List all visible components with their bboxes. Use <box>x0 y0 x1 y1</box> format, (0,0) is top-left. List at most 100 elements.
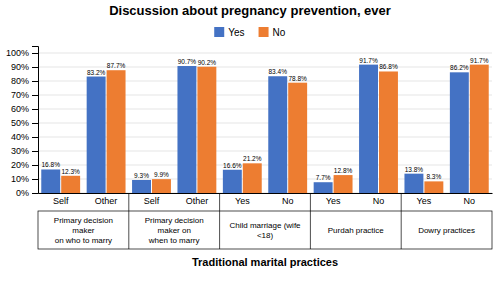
series <box>41 65 469 193</box>
tick: 50% <box>11 118 38 128</box>
tick: No <box>282 196 294 206</box>
bar <box>359 65 378 193</box>
tick-mark <box>32 165 38 166</box>
tick-label: Self <box>144 196 160 206</box>
data-label: 21.2% <box>243 155 262 162</box>
tick-label: 40% <box>11 132 29 142</box>
tick: 70% <box>11 90 38 100</box>
bar <box>450 72 469 193</box>
grid-line <box>38 137 492 138</box>
bar <box>87 77 106 193</box>
bar <box>152 179 171 193</box>
data-label: 87.7% <box>107 62 126 69</box>
group-label: Purdah practice <box>328 226 385 235</box>
data-labels: 16.8%83.2%9.3%90.7%16.6%83.4%7.7%91.7%13… <box>42 57 489 182</box>
data-label: 16.6% <box>223 162 242 169</box>
bar <box>379 71 398 193</box>
bars <box>41 65 488 193</box>
bar <box>424 181 443 193</box>
grid-line <box>38 165 492 166</box>
legend-swatch <box>214 27 224 37</box>
legend-item: No <box>259 27 286 38</box>
legend-swatch <box>259 27 269 37</box>
data-label: 86.8% <box>379 63 398 70</box>
tick-label: Other <box>186 196 209 206</box>
data-label: 9.9% <box>154 171 169 178</box>
group-box <box>38 211 492 249</box>
x-label: Traditional marital practices <box>192 256 338 268</box>
legend-label: No <box>273 27 286 38</box>
bar <box>61 176 80 193</box>
tick: 80% <box>11 76 38 86</box>
tick-label: 30% <box>11 146 29 156</box>
tick: 20% <box>11 160 38 170</box>
bar <box>223 170 242 193</box>
data-label: 86.2% <box>450 64 469 71</box>
bar <box>132 180 151 193</box>
grid-line <box>38 179 492 180</box>
data-label: 90.7% <box>178 58 197 65</box>
tick-label: No <box>464 196 476 206</box>
tick: 40% <box>11 132 38 142</box>
tick: No <box>373 196 385 206</box>
tick-mark <box>32 81 38 82</box>
grid <box>38 53 492 193</box>
data-label: 13.8% <box>405 166 424 173</box>
group-separator <box>310 193 311 249</box>
bar <box>314 182 333 193</box>
group-labels: Primary decisionmakeron who to marryPrim… <box>38 193 492 249</box>
data-label: 9.3% <box>134 172 149 179</box>
tick-label: 60% <box>11 104 29 114</box>
data-label: 91.7% <box>359 57 378 64</box>
tick-label: 90% <box>11 62 29 72</box>
tick-label: 10% <box>11 174 29 184</box>
bar <box>334 175 353 193</box>
data-label: 7.7% <box>316 174 331 181</box>
axis-line <box>39 193 493 194</box>
group-label: Dowry practices <box>418 226 475 235</box>
tick-label: Yes <box>326 196 341 206</box>
tick-mark <box>32 123 38 124</box>
chart: Discussion about pregnancy prevention, e… <box>0 0 500 283</box>
bar <box>268 76 287 193</box>
tick-label: 20% <box>11 160 29 170</box>
y-axis: 0% 10% 20% 30% 40% 50% 60% 70% 80% 90% 100% <box>6 47 39 199</box>
tick-label: Yes <box>235 196 250 206</box>
grid-line <box>38 151 492 152</box>
data-label: 16.8% <box>42 161 61 168</box>
bar <box>197 67 216 193</box>
tick: 60% <box>11 104 38 114</box>
data-label: 90.2% <box>198 59 217 66</box>
data-label: 91.7% <box>470 57 489 64</box>
grid-line <box>38 53 492 54</box>
tick: 10% <box>11 174 38 184</box>
group-label: Child marriage (wife<18) <box>229 221 301 240</box>
legend-item: Yes <box>214 27 244 38</box>
data-label: 83.2% <box>87 69 106 76</box>
legend-label: Yes <box>228 27 244 38</box>
tick-mark <box>32 151 38 152</box>
tick-label: No <box>373 196 385 206</box>
grid-line <box>38 81 492 82</box>
title: Discussion about pregnancy prevention, e… <box>109 3 391 18</box>
grid-line <box>38 95 492 96</box>
tick-mark <box>32 179 38 180</box>
tick-label: Yes <box>417 196 432 206</box>
tick: Yes <box>417 196 432 206</box>
bar <box>243 163 262 193</box>
grid-line <box>38 109 492 110</box>
tick-label: Other <box>95 196 118 206</box>
tick-label: 0% <box>16 188 29 198</box>
tick: Yes <box>326 196 341 206</box>
tick-label: No <box>282 196 294 206</box>
tick: 0% <box>16 188 38 198</box>
bar <box>470 65 489 193</box>
tick-label: 100% <box>6 48 29 58</box>
group-label: Primary decisionmaker onwhen to marry <box>145 216 204 245</box>
tick-label: 70% <box>11 90 29 100</box>
data-label: 12.3% <box>61 168 80 175</box>
tick-mark <box>32 95 38 96</box>
tick-label: 80% <box>11 76 29 86</box>
group-separator <box>219 193 220 249</box>
tick-mark <box>32 67 38 68</box>
